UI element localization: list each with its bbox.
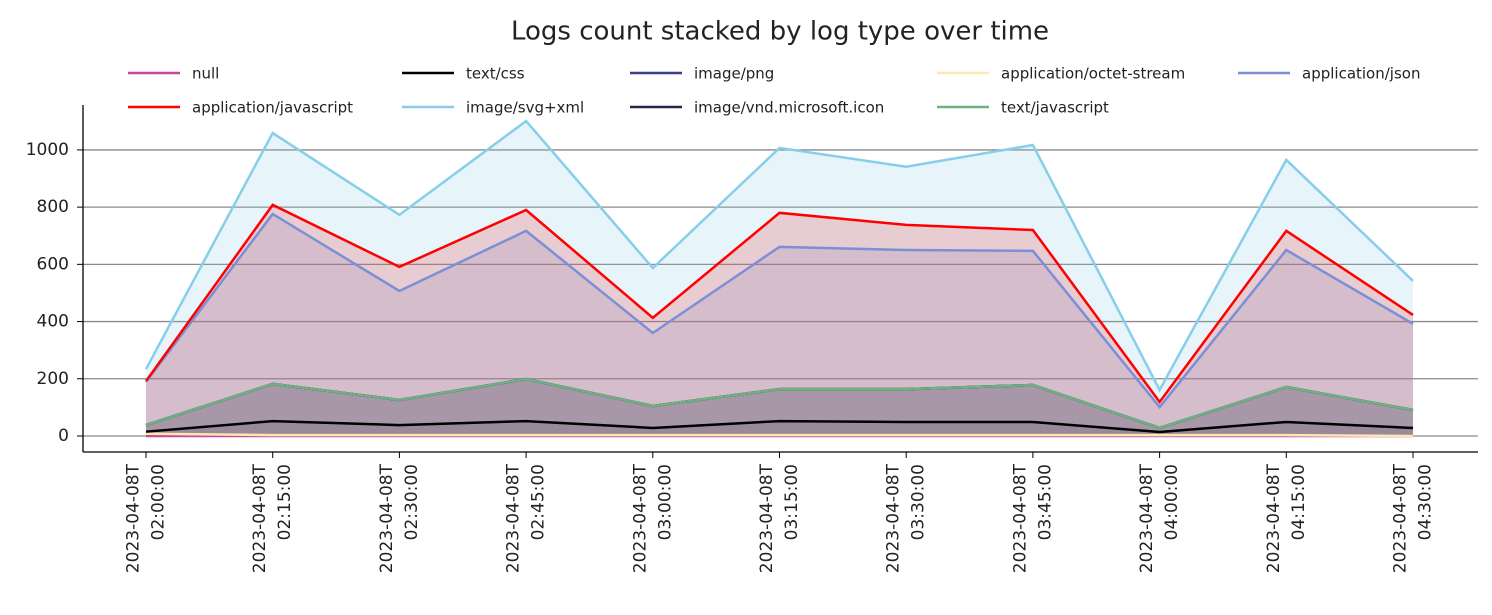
y-tick-label: 800 xyxy=(37,197,69,217)
x-tick-label: 2023-04-08T 02:00:00 xyxy=(124,463,169,573)
area xyxy=(146,379,1413,436)
x-tick-label: 2023-04-08T 02:15:00 xyxy=(250,463,295,573)
area xyxy=(146,379,1413,436)
legend-label: null xyxy=(192,65,219,83)
y-tick-label: 1000 xyxy=(26,140,69,160)
x-tick-label: 2023-04-08T 04:00:00 xyxy=(1137,463,1182,573)
line xyxy=(145,432,1414,438)
line xyxy=(144,119,1414,393)
legend-label: image/png xyxy=(694,65,774,83)
chart-title: Logs count stacked by log type over time xyxy=(511,17,1049,47)
x-tick-label: 2023-04-08T 02:30:00 xyxy=(377,463,422,573)
line xyxy=(145,419,1414,434)
x-tick-label: 2023-04-08T 04:30:00 xyxy=(1391,463,1436,573)
legend-label: text/css xyxy=(466,65,525,83)
area xyxy=(146,121,1413,436)
line xyxy=(145,377,1414,430)
legend-label: image/vnd.microsoft.icon xyxy=(694,99,884,117)
line xyxy=(145,212,1414,410)
area xyxy=(146,379,1413,436)
line xyxy=(144,203,1414,405)
legend-label: image/svg+xml xyxy=(466,99,584,117)
x-tick-label: 2023-04-08T 03:00:00 xyxy=(630,463,675,573)
x-tick-label: 2023-04-08T 02:45:00 xyxy=(504,463,549,573)
legend-label: text/javascript xyxy=(1001,99,1109,117)
legend-label: application/json xyxy=(1302,65,1420,83)
area xyxy=(146,213,1413,436)
y-tick-label: 400 xyxy=(37,312,69,332)
x-tick-label: 2023-04-08T 03:45:00 xyxy=(1010,463,1055,573)
area xyxy=(146,421,1413,436)
legend-label: application/javascript xyxy=(192,99,353,117)
x-tick-label: 2023-04-08T 03:30:00 xyxy=(884,463,929,573)
area xyxy=(146,204,1413,436)
y-tick-label: 600 xyxy=(37,254,69,274)
x-tick-label: 2023-04-08T 04:15:00 xyxy=(1264,463,1309,573)
y-tick-label: 200 xyxy=(37,369,69,389)
x-tick-label: 2023-04-08T 03:15:00 xyxy=(757,463,802,573)
y-tick-label: 0 xyxy=(58,426,69,446)
legend-label: application/octet-stream xyxy=(1001,65,1185,83)
